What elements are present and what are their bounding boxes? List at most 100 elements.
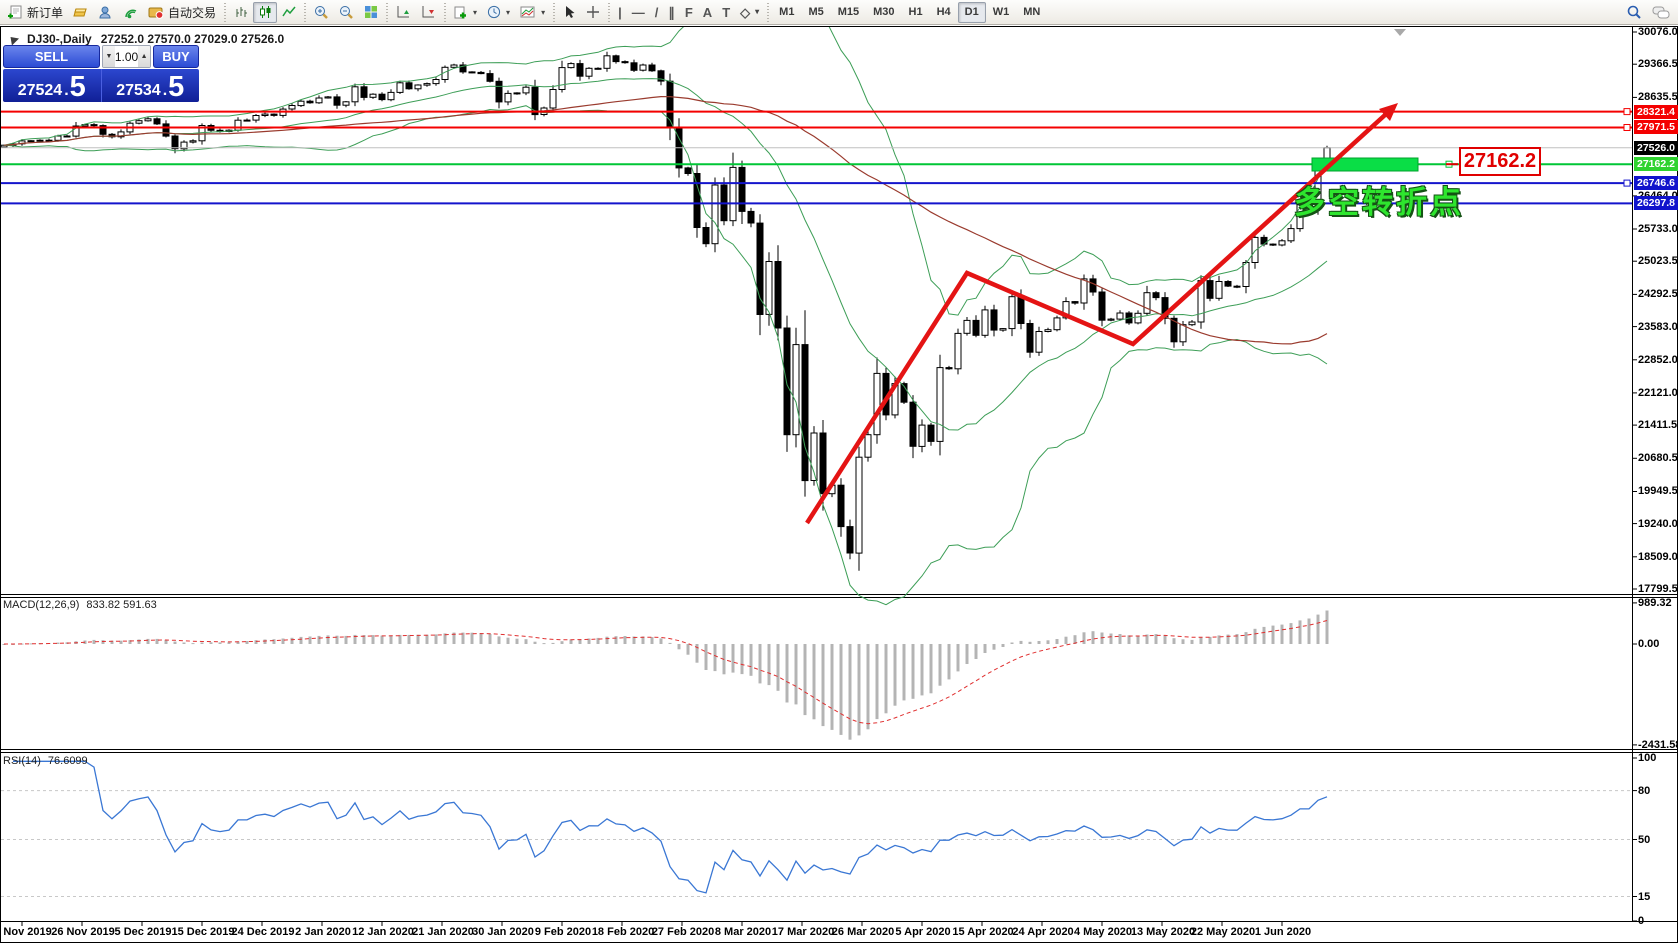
rsi-tick-label: 50	[1638, 833, 1651, 846]
toolbar-separator	[444, 2, 447, 22]
timeframe-d1-button[interactable]: D1	[957, 1, 986, 23]
signals-button[interactable]	[118, 2, 143, 23]
bollinger-lower-band	[3, 105, 1328, 606]
tile-windows-icon	[365, 6, 378, 18]
new-order-label: 新订单	[27, 5, 64, 20]
trend-arrow[interactable]	[805, 113, 1387, 525]
macd-values: 833.82 591.63	[86, 599, 157, 611]
down-arrow-icon: ▼	[105, 53, 113, 60]
rsi-tick-label: 0	[1638, 915, 1645, 927]
time-axis-label: 24 Apr 2020	[1012, 926, 1074, 938]
market-depth-button[interactable]	[68, 2, 93, 23]
price-tick-label: 21411.5	[1638, 419, 1678, 432]
rsi-tick-label: 80	[1638, 784, 1651, 797]
search-icon	[1627, 5, 1641, 19]
volume-value[interactable]: 1.00	[114, 49, 139, 64]
price-level-tag: 27526.0	[1634, 140, 1678, 155]
price-level-tag: 28321.4	[1634, 104, 1678, 119]
signals-icon	[125, 9, 137, 18]
search-button[interactable]	[1621, 2, 1647, 23]
auto-scroll-button[interactable]	[391, 2, 416, 23]
price-callout-label[interactable]: 27162.2	[1459, 147, 1541, 176]
time-axis-label: 26 Nov 2019	[51, 926, 115, 938]
toolbar: 新订单 自动交易	[0, 0, 1678, 25]
vertical-line-button[interactable]: |	[613, 2, 627, 23]
caret-down-icon: ▾	[473, 7, 478, 17]
horizontal-line-button[interactable]: —	[627, 2, 650, 23]
buy-button[interactable]: BUY	[153, 45, 199, 68]
tile-windows-button[interactable]	[359, 2, 383, 23]
fibonacci-button[interactable]: F	[680, 2, 698, 23]
volume-stepper[interactable]: ▼ 1.00 ▲	[102, 45, 151, 68]
time-axis-label: 4 May 2020	[1073, 926, 1133, 938]
time-axis-label: 27 Feb 2020	[651, 926, 715, 938]
chat-button[interactable]	[1647, 2, 1675, 23]
rsi-line	[13, 760, 1328, 894]
time-axis-label: 7 Nov 2019	[0, 926, 52, 938]
timeframe-m15-button[interactable]: M15	[831, 2, 866, 23]
ma-line	[3, 95, 1328, 345]
price-tick-label: 28635.5	[1638, 91, 1678, 104]
add-indicator-button[interactable]: ▾	[449, 2, 482, 23]
trendline-button[interactable]: /	[650, 2, 664, 23]
timeframe-mn-button[interactable]: MN	[1016, 2, 1047, 23]
algo-trading-label: 自动交易	[168, 5, 217, 20]
shapes-button[interactable]: ◇ ▾	[735, 2, 764, 23]
volume-decrease-button[interactable]: ▼	[103, 46, 115, 67]
sell-price[interactable]: 27524. 5	[3, 69, 101, 102]
rsi-name: RSI(14)	[3, 755, 41, 767]
volume-increase-button[interactable]: ▲	[138, 46, 150, 67]
strategy-tester-button[interactable]	[93, 2, 118, 23]
toolbar-separator	[767, 2, 770, 22]
line-chart-button[interactable]	[277, 2, 301, 23]
symbol-marker-icon	[6, 32, 20, 46]
period-button[interactable]: ▾	[482, 2, 515, 23]
timeframe-w1-button[interactable]: W1	[986, 2, 1017, 23]
text-label-icon: T	[722, 4, 731, 20]
text-button[interactable]: A	[698, 2, 717, 23]
cursor-button[interactable]	[558, 2, 581, 23]
line-chart-icon	[282, 6, 296, 17]
market-depth-icon	[73, 8, 87, 17]
time-axis-label: 5 Apr 2020	[895, 926, 951, 938]
equidistant-channel-button[interactable]: ∥	[663, 2, 680, 23]
buy-price[interactable]: 27534. 5	[100, 69, 200, 102]
zoom-out-button[interactable]	[334, 2, 359, 23]
crosshair-button[interactable]	[581, 2, 605, 23]
time-axis-label: 15 Apr 2020	[952, 926, 1014, 938]
highlight-bar[interactable]	[1311, 157, 1419, 172]
price-tick-label: 29366.5	[1638, 58, 1678, 71]
timeframe-m5-button[interactable]: M5	[801, 2, 830, 23]
macd-tick-label: 0.00	[1638, 638, 1660, 650]
text-label-button[interactable]: T	[717, 2, 735, 23]
timeframe-h1-button[interactable]: H1	[902, 2, 930, 23]
templates-button[interactable]: ▾	[515, 2, 550, 23]
time-axis-label: 22 May 2020	[1190, 926, 1256, 938]
rsi-tick-label: 15	[1638, 890, 1651, 903]
new-order-button[interactable]: 新订单	[3, 2, 68, 23]
timeframe-m30-button[interactable]: M30	[866, 2, 901, 23]
chat-icon	[1652, 6, 1670, 18]
timeframe-h4-button[interactable]: H4	[930, 2, 958, 23]
sell-button[interactable]: SELL	[3, 45, 100, 68]
price-level-lines	[1, 108, 1632, 205]
algo-trading-icon	[148, 7, 164, 19]
candlestick-chart-button[interactable]	[253, 1, 278, 23]
algo-trading-button[interactable]: 自动交易	[143, 2, 221, 23]
chart-shift-marker-icon[interactable]	[1394, 29, 1406, 36]
price-tick-label: 25023.5	[1638, 255, 1678, 268]
time-axis-label: 1 Jun 2020	[1254, 926, 1312, 938]
timeframe-m1-button[interactable]: M1	[772, 2, 801, 23]
rsi-tick-label: 100	[1638, 752, 1657, 764]
chart-shift-button[interactable]	[416, 2, 441, 23]
zoom-in-button[interactable]	[309, 2, 334, 23]
sell-price-main: 27524	[17, 82, 63, 99]
toolbar-separator	[553, 2, 556, 22]
chart-canvas[interactable]	[1, 27, 1677, 942]
turning-point-annotation[interactable]: 多空转折点	[1294, 185, 1464, 220]
caret-down-icon: ▾	[541, 7, 546, 17]
bar-chart-button[interactable]	[229, 2, 253, 23]
pane-borders	[1, 27, 1677, 922]
crosshair-icon	[587, 6, 600, 18]
trendline-icon: /	[654, 4, 659, 20]
